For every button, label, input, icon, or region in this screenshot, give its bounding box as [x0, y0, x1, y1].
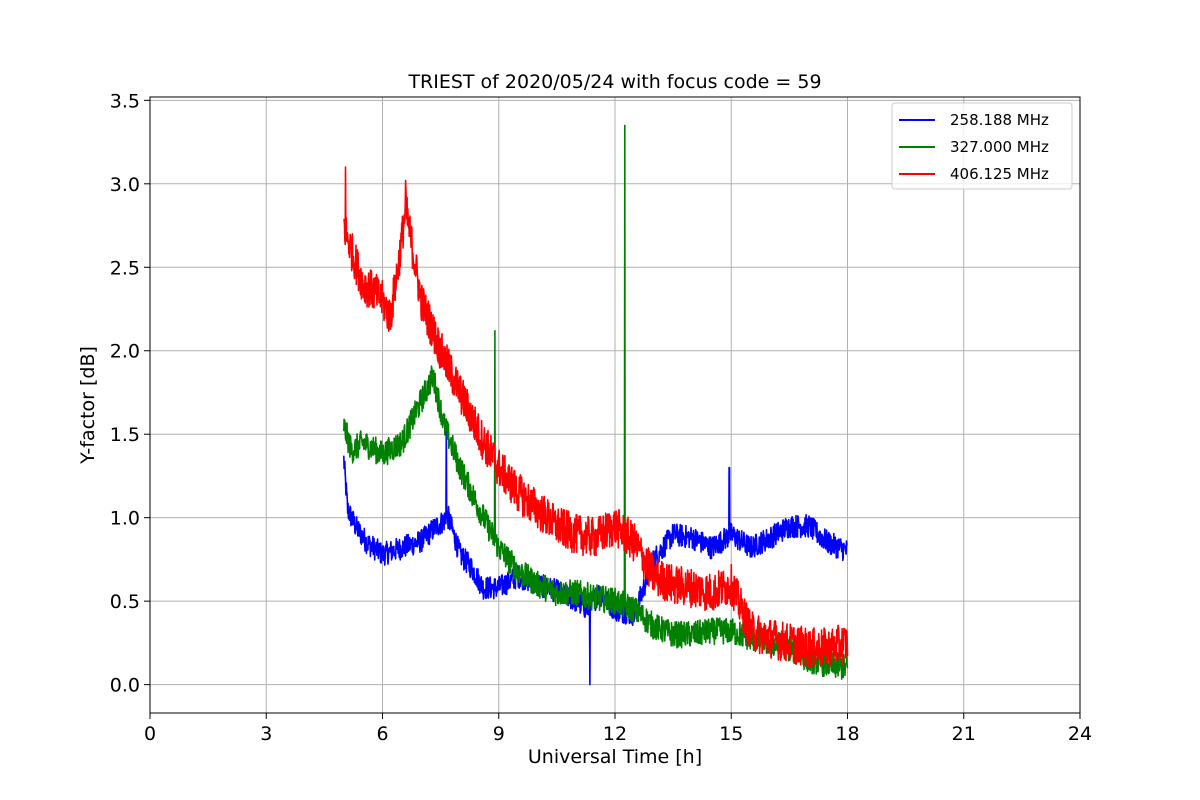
x-tick-label: 18 [835, 723, 859, 745]
legend-entry: 327.000 MHz [950, 138, 1049, 156]
x-tick-label: 9 [493, 723, 505, 745]
y-axis-ticks: 0.0 0.5 1.0 1.5 2.0 2.5 3.0 3.5 [110, 90, 150, 697]
series-layer [343, 124, 849, 686]
legend-entry: 258.188 MHz [950, 111, 1049, 129]
x-tick-label: 0 [144, 723, 156, 745]
y-tick-label: 3.0 [110, 174, 140, 196]
y-tick-label: 3.5 [110, 90, 140, 112]
x-tick-label: 3 [260, 723, 272, 745]
y-tick-label: 2.5 [110, 257, 140, 279]
x-tick-label: 24 [1068, 723, 1092, 745]
y-tick-label: 0.0 [110, 675, 140, 697]
x-tick-label: 21 [952, 723, 976, 745]
legend-entry: 406.125 MHz [950, 165, 1049, 183]
y-tick-label: 2.0 [110, 341, 140, 363]
y-axis-label: Y-factor [dB] [77, 346, 99, 465]
x-tick-label: 6 [376, 723, 388, 745]
legend: 258.188 MHz 327.000 MHz 406.125 MHz [891, 102, 1073, 190]
x-tick-label: 12 [603, 723, 627, 745]
x-tick-label: 15 [719, 723, 743, 745]
series-line-0 [343, 425, 848, 686]
x-axis-ticks: 0 3 6 9 12 15 18 21 24 [144, 713, 1092, 745]
legend-box [891, 102, 1073, 190]
y-tick-label: 0.5 [110, 591, 140, 613]
x-axis-label: Universal Time [h] [528, 746, 702, 768]
series-line-2 [343, 166, 849, 668]
y-tick-label: 1.5 [110, 424, 140, 446]
chart-title: TRIEST of 2020/05/24 with focus code = 5… [407, 71, 821, 93]
y-tick-label: 1.0 [110, 508, 140, 530]
